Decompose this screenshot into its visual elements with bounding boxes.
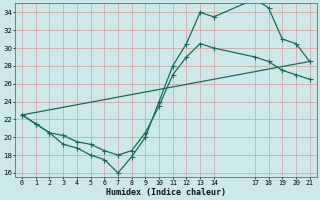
X-axis label: Humidex (Indice chaleur): Humidex (Indice chaleur)	[106, 188, 226, 197]
